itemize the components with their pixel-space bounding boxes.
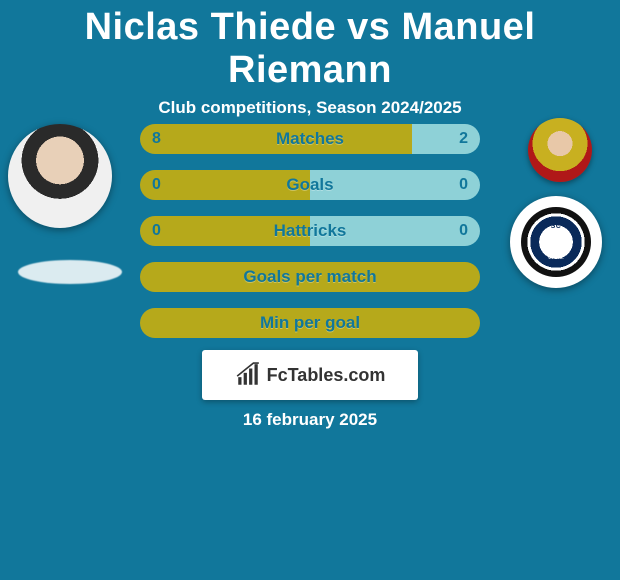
stat-bar-label: Hattricks bbox=[140, 216, 480, 246]
stat-bar-player1-value: 8 bbox=[152, 124, 161, 154]
stat-bar-player2-value: 2 bbox=[459, 124, 468, 154]
stat-bar: Goals0 0 bbox=[140, 170, 480, 200]
comparison-bars: Matches82Goals00Hattricks00Goals per mat… bbox=[140, 124, 480, 354]
stat-bar: Min per goal bbox=[140, 308, 480, 338]
stat-bar-player2-value: 0 bbox=[459, 216, 468, 246]
brand-box: FcTables.com bbox=[202, 350, 418, 400]
stat-bar-label: Min per goal bbox=[140, 308, 480, 338]
stat-bar-label: Goals per match bbox=[140, 262, 480, 292]
player2-avatar bbox=[528, 118, 592, 182]
player1-shadow bbox=[18, 260, 122, 284]
stat-bar-label: Goals bbox=[140, 170, 480, 200]
club-badge-line3: 07 e.V. bbox=[548, 256, 563, 261]
club-badge-line1: SC bbox=[551, 223, 562, 230]
infographic-date: 16 february 2025 bbox=[0, 410, 620, 430]
page-title: Niclas Thiede vs Manuel Riemann bbox=[0, 0, 620, 92]
stat-bar-player1-value: 0 bbox=[152, 170, 161, 200]
brand-text: FcTables.com bbox=[267, 365, 386, 386]
stat-bar-player2-value: 0 bbox=[459, 170, 468, 200]
stat-bar: Hattricks0 0 bbox=[140, 216, 480, 246]
page-subtitle: Club competitions, Season 2024/2025 bbox=[0, 98, 620, 118]
stat-bar-label: Matches bbox=[140, 124, 480, 154]
stat-bar-player1-value: 0 bbox=[152, 216, 161, 246]
player1-avatar bbox=[8, 124, 112, 228]
stat-bar: Matches8 2 bbox=[140, 124, 480, 154]
player2-club-badge: SC 07 e.V. bbox=[510, 196, 602, 288]
chart-icon bbox=[235, 362, 261, 388]
stat-bar: Goals per match bbox=[140, 262, 480, 292]
